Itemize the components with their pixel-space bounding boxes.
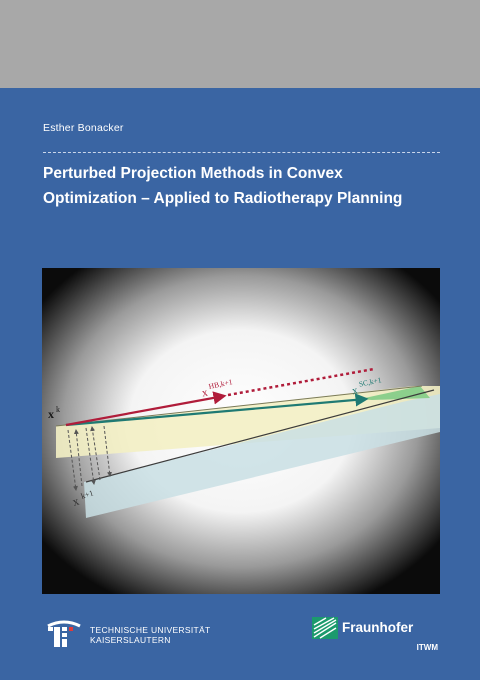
label-xk1: x: [71, 494, 81, 509]
top-gray-band: [0, 0, 480, 88]
lower-boundary: [85, 389, 435, 483]
projection-up-2: [90, 426, 101, 481]
projection-down-2: [85, 427, 96, 485]
upper-boundary: [55, 385, 423, 427]
cover-figure: x k x k+1 x HB,k+1 x SC,k+1: [42, 268, 440, 594]
tuk-line-1: Technische Universität: [90, 625, 210, 635]
label-xk1-sup: k+1: [80, 488, 95, 500]
lower-band: [84, 394, 440, 518]
projection-up-1: [73, 429, 83, 487]
fraunhofer-emblem-icon: [312, 617, 338, 639]
tuk-word-universitaet: Universität: [150, 625, 211, 635]
tuk-word-technische: Technische: [90, 625, 149, 635]
tuk-line-2: Kaiserslautern: [90, 635, 171, 645]
intersection-region: [360, 386, 430, 400]
author-name: Esther Bonacker: [43, 122, 124, 134]
projection-down-3: [103, 425, 113, 477]
tuk-emblem-icon: [47, 620, 81, 647]
tu-kaiserslautern-logo: Technische Universität Kaiserslautern: [44, 618, 214, 648]
title-line-2: Optimization – Applied to Radiotherapy P…: [43, 190, 403, 207]
projection-down-1: [67, 429, 78, 491]
upper-band: [56, 386, 440, 458]
label-hb: x: [201, 387, 209, 400]
fraunhofer-wordmark: Fraunhofer: [342, 620, 414, 635]
label-sc: x: [351, 384, 359, 397]
hb-arrow: [65, 391, 227, 427]
dashed-divider: [43, 152, 440, 153]
book-title: Perturbed Projection Methods in Convex O…: [43, 161, 443, 211]
projection-diagram: x k x k+1 x HB,k+1 x SC,k+1: [42, 268, 440, 594]
label-xk: x: [48, 407, 54, 421]
title-line-1: Perturbed Projection Methods in Convex: [43, 165, 343, 182]
label-xk-sup: k: [56, 405, 60, 414]
fraunhofer-institute: ITWM: [416, 643, 438, 652]
hb-extension: [227, 367, 375, 397]
fraunhofer-logo: Fraunhofer ITWM: [312, 617, 442, 657]
sc-arrow: [65, 393, 369, 427]
tuk-wordmark: Technische Universität Kaiserslautern: [90, 625, 210, 645]
